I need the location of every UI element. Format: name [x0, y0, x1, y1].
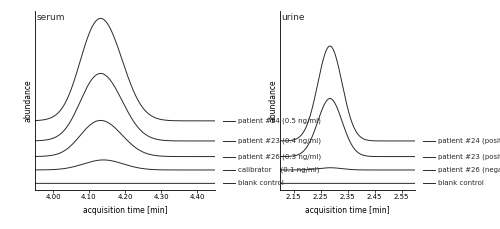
Text: blank control: blank control — [438, 180, 484, 186]
Text: calibrator    (0.1 ng/ml): calibrator (0.1 ng/ml) — [238, 167, 319, 173]
Text: patient #24 (positive): patient #24 (positive) — [438, 138, 500, 144]
Text: serum: serum — [37, 13, 66, 22]
Text: urine: urine — [282, 13, 305, 22]
Y-axis label: abundance: abundance — [23, 79, 32, 122]
X-axis label: acquisition time [min]: acquisition time [min] — [82, 206, 168, 215]
Text: patient #23 (0.4 ng/ml): patient #23 (0.4 ng/ml) — [238, 138, 320, 144]
Text: patient #26 (0.3 ng/ml): patient #26 (0.3 ng/ml) — [238, 153, 320, 160]
Text: patient #26 (negative): patient #26 (negative) — [438, 167, 500, 173]
Y-axis label: abundance: abundance — [268, 79, 277, 122]
Text: patient #23 (positive): patient #23 (positive) — [438, 153, 500, 160]
Text: patient #24 (0.5 ng/ml): patient #24 (0.5 ng/ml) — [238, 118, 320, 124]
Text: blank control: blank control — [238, 180, 284, 186]
X-axis label: acquisition time [min]: acquisition time [min] — [305, 206, 390, 215]
